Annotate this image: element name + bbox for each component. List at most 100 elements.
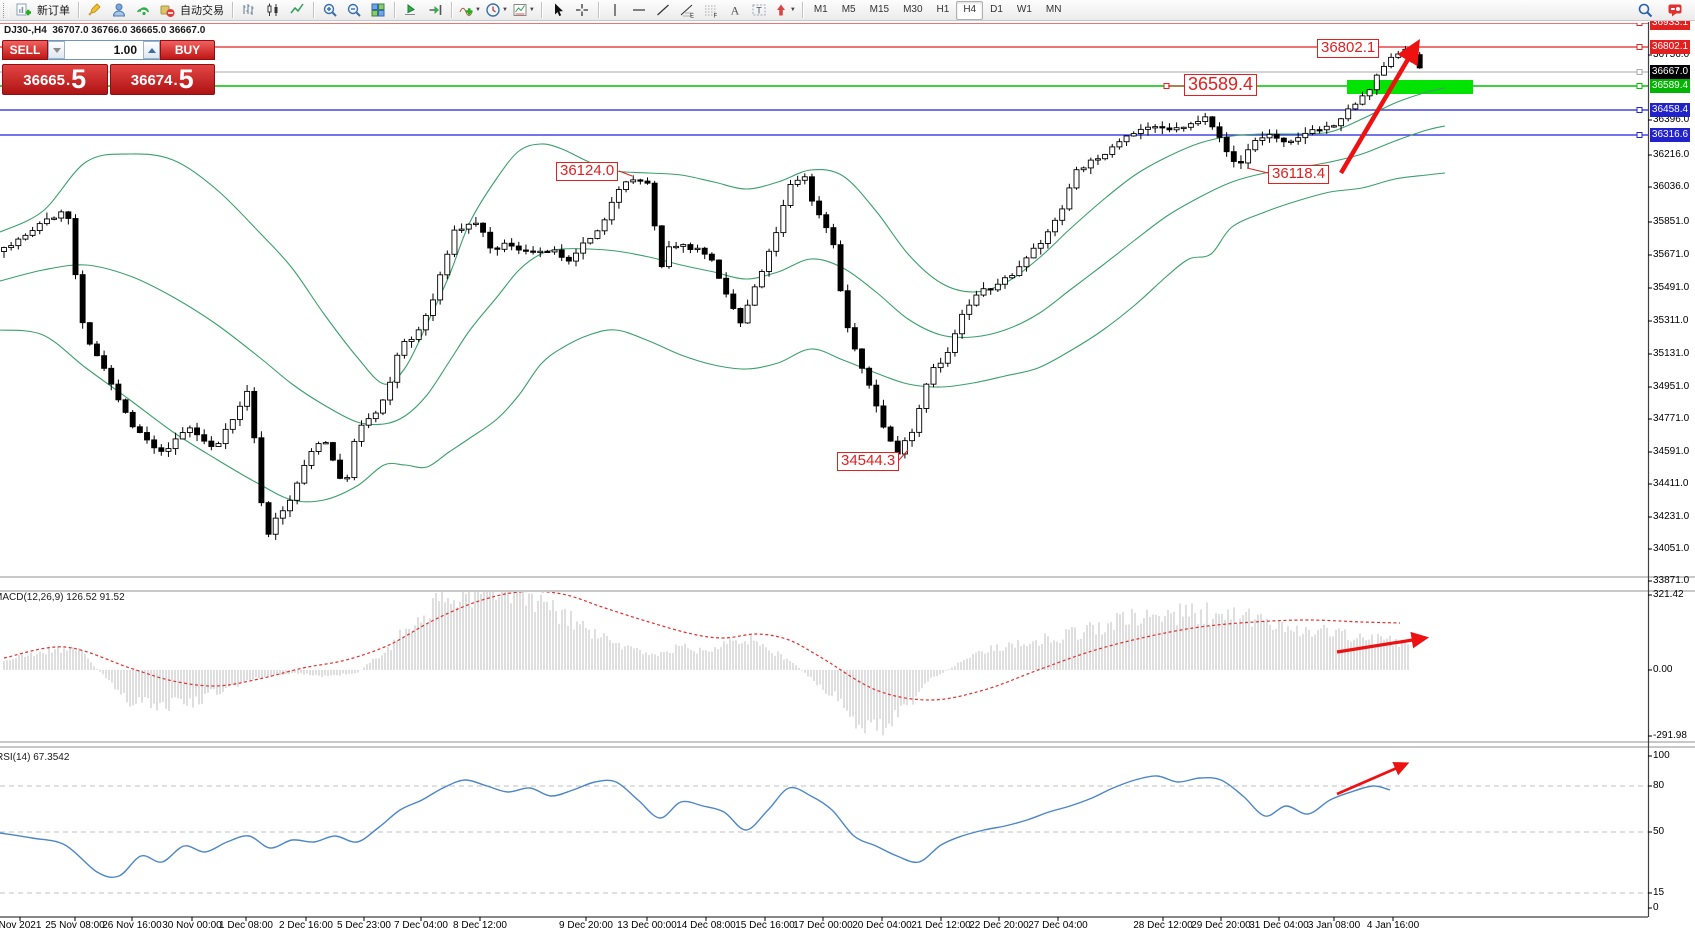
buy-price[interactable]: 36674. 5 (109, 64, 215, 95)
svg-text:A: A (731, 4, 740, 18)
hline-button[interactable] (627, 0, 651, 21)
volume-stepper: 1.00 (48, 40, 160, 60)
bar-chart-button[interactable] (237, 0, 261, 21)
timeframe-W1-button[interactable]: W1 (1016, 3, 1032, 15)
person-blue-icon (112, 3, 126, 17)
chevron-up-icon (147, 47, 156, 53)
highlighter-button[interactable] (83, 0, 107, 21)
dropdown-caret-icon: ▼ (528, 7, 535, 13)
auto-trading-button[interactable] (155, 0, 179, 21)
new-order-button[interactable] (12, 0, 36, 21)
volume-decrease-button[interactable] (48, 41, 65, 59)
dropdown-caret-icon: ▼ (501, 7, 508, 13)
buy-price-dot: . (173, 72, 178, 89)
sell-button[interactable]: SELL (2, 40, 48, 60)
fibo-e-icon: E (680, 4, 694, 19)
sell-price[interactable]: 36665. 5 (2, 64, 108, 95)
notifications-button[interactable] (1663, 0, 1687, 21)
sell-price-dot: . (66, 72, 71, 89)
robot-red-icon (160, 5, 175, 17)
chevron-down-icon (52, 47, 61, 53)
fibo-f-icon: F (704, 5, 717, 19)
pencil-yellow-icon (88, 3, 101, 16)
chart-shift-button[interactable] (423, 0, 447, 21)
arrows-button[interactable]: ▼ (771, 0, 798, 21)
arrow-shape-icon (776, 4, 785, 16)
toolbar-separator (78, 2, 79, 18)
tile-windows-button[interactable] (366, 0, 390, 21)
letter-a-icon: A (731, 4, 740, 18)
auto-scroll-button[interactable] (399, 0, 423, 21)
magnifier-icon (1638, 3, 1653, 18)
toolbar-grip (3, 2, 9, 18)
trendline-icon (656, 4, 669, 16)
text-button[interactable]: A (723, 0, 747, 21)
timeframe-MN-button[interactable]: MN (1045, 3, 1062, 15)
cursor-icon (554, 3, 563, 17)
vline-icon (614, 4, 616, 16)
sell-price-int: 36665 (23, 72, 65, 89)
toolbar-separator (597, 2, 599, 18)
trendline-button[interactable] (651, 0, 675, 21)
new-order-icon (16, 3, 31, 16)
line-chart-icon (290, 3, 304, 14)
auto-trading-button-label: 自动交易 (180, 5, 224, 17)
signals-button[interactable] (131, 0, 155, 21)
toolbar-separator (313, 2, 314, 18)
svg-text:E: E (690, 14, 694, 19)
volume-input[interactable]: 1.00 (113, 43, 137, 57)
timeframe-H4-button[interactable]: H4 (956, 0, 984, 20)
letter-t-icon: T (752, 4, 766, 16)
timeframe-D1-button[interactable]: D1 (990, 3, 1003, 15)
template-icon (513, 4, 527, 16)
timeframe-M15-button[interactable]: M15 (869, 3, 890, 15)
toolbar-separator (451, 2, 452, 18)
bars-icon (243, 4, 254, 15)
crosshair-button[interactable] (570, 0, 594, 21)
channel-e-button[interactable]: E (675, 0, 699, 21)
fibonacci-button[interactable]: F (699, 0, 723, 21)
toolbar-separator (394, 2, 395, 18)
clock-icon (486, 3, 500, 17)
toolbar: 新订单 自动交易 ▼ ▼ ▼ E F A T ▼ M1 M5 M15 M30 H1 H4 D1 W1 MN (0, 0, 1695, 21)
hline-icon (632, 9, 645, 11)
search-button[interactable] (1633, 0, 1657, 21)
community-button[interactable] (107, 0, 131, 21)
toolbar-separator (801, 2, 803, 18)
timeframe-M1-button[interactable]: M1 (813, 3, 828, 15)
zoom-in-button[interactable] (318, 0, 342, 21)
one-click-trading-panel: SELL 1.00 BUY 36665. 5 36674. 5 (2, 40, 215, 95)
dropdown-caret-icon: ▼ (789, 7, 796, 13)
candle-chart-button[interactable] (261, 0, 285, 21)
timeframe-M5-button[interactable]: M5 (841, 3, 856, 15)
zoom-in-icon (323, 3, 337, 17)
indicator-plus-icon (459, 7, 473, 17)
crosshair-icon (575, 4, 588, 16)
sell-price-frac: 5 (71, 64, 87, 94)
dropdown-caret-icon: ▼ (475, 7, 481, 13)
chat-red-icon (1668, 4, 1682, 17)
indicators-button[interactable]: ▼ (456, 0, 483, 21)
cursor-button[interactable] (546, 0, 570, 21)
line-chart-button[interactable] (285, 0, 309, 21)
zoom-out-button[interactable] (342, 0, 366, 21)
timeframe-M30-button[interactable]: M30 (903, 3, 923, 15)
auto-scroll-icon (405, 4, 415, 15)
buy-button[interactable]: BUY (160, 40, 215, 60)
svg-text:F: F (713, 14, 717, 19)
vline-button[interactable] (603, 0, 627, 21)
templates-button[interactable]: ▼ (510, 0, 537, 21)
chart-shift-icon (429, 5, 442, 15)
signal-green-icon (136, 7, 150, 16)
new-order-button-label: 新订单 (37, 5, 70, 17)
periods-button[interactable]: ▼ (483, 0, 510, 21)
svg-text:T: T (756, 6, 762, 16)
buy-price-int: 36674 (130, 72, 173, 89)
candles-icon (267, 3, 278, 16)
text-label-button[interactable]: T (747, 0, 771, 21)
timeframe-H1-button[interactable]: H1 (936, 3, 950, 15)
tiles-icon (371, 3, 385, 17)
buy-price-frac: 5 (178, 64, 194, 94)
volume-increase-button[interactable] (143, 41, 160, 59)
